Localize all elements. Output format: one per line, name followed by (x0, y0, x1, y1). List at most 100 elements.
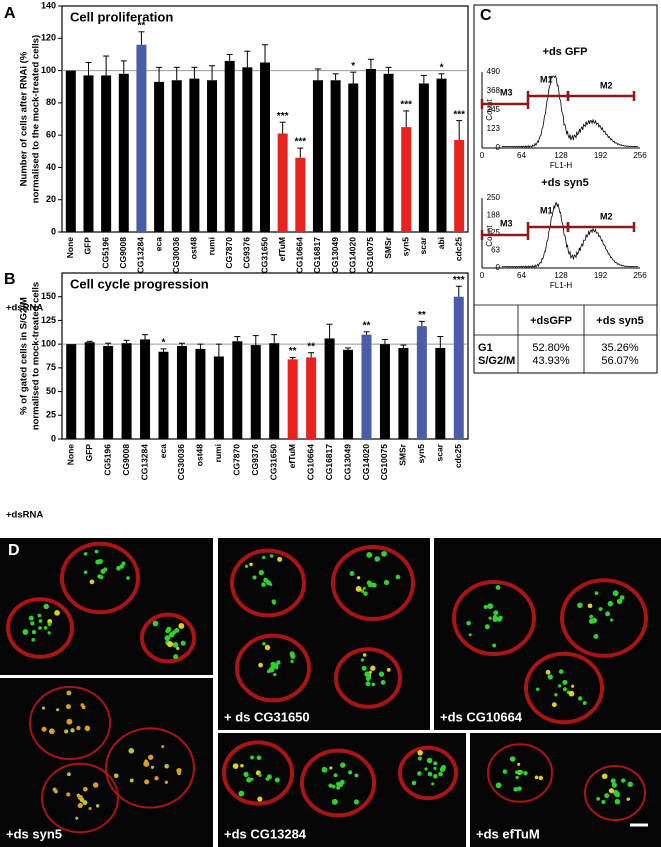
vesicle (354, 773, 359, 778)
bar (435, 347, 446, 439)
vesicle (174, 627, 180, 633)
vesicle (275, 666, 279, 670)
x-tick-label: CG7870 (232, 444, 242, 476)
x-tick-label: syn5 (416, 444, 426, 464)
y-axis-label: Number of cells after RNAi (% (19, 51, 30, 186)
y-tick-label: 75 (46, 362, 56, 372)
x-tick-label: rumi (213, 444, 223, 462)
bar (330, 80, 341, 232)
x-tick-label: CG14020 (361, 444, 371, 481)
table-cell: G1 (478, 342, 493, 354)
micrograph (470, 733, 661, 847)
vesicle (492, 643, 497, 648)
vesicle (47, 631, 51, 635)
vesicle (271, 599, 276, 604)
vesicle (269, 554, 274, 558)
cell-membrane (235, 633, 311, 703)
vesicle (614, 798, 621, 805)
vesicle (99, 575, 104, 580)
histogram-title: +ds syn5 (541, 177, 588, 189)
vesicle (161, 745, 165, 749)
x-tick-label: 0 (480, 151, 485, 160)
bar (306, 357, 317, 439)
image-label: +ds efTuM (476, 826, 540, 841)
vesicle (274, 777, 280, 783)
vesicle (610, 778, 616, 784)
y-axis-label: Count (485, 99, 494, 121)
bar (418, 83, 429, 232)
vesicle (349, 571, 355, 576)
vesicle (424, 767, 428, 771)
vesicle (547, 674, 553, 680)
bar (121, 343, 132, 439)
vesicle (616, 598, 623, 605)
micrograph-bg (218, 538, 430, 730)
x-tick-label: None (65, 237, 75, 259)
chart-title: Cell cycle progression (70, 276, 209, 291)
bar (343, 349, 354, 439)
vesicle (336, 781, 341, 787)
vesicle (339, 779, 345, 785)
vesicle (517, 762, 521, 766)
vesicle (67, 772, 71, 777)
y-tick-label: 188 (487, 211, 501, 220)
vesicle (347, 770, 353, 775)
vesicle (246, 777, 252, 783)
y-axis-label: normalised to the mock-treated cells) (31, 35, 42, 203)
bar (83, 75, 94, 233)
table-cell: 43.93% (532, 355, 570, 367)
vesicle (88, 807, 92, 811)
cell-membrane (331, 545, 415, 621)
gate-label: M1 (540, 205, 553, 215)
cell-membrane (222, 740, 294, 806)
vesicle (83, 552, 88, 556)
vesicle (270, 661, 276, 667)
significance-label: * (162, 338, 166, 349)
gate-label: M1 (540, 74, 553, 84)
x-axis-label: +dsRNA (6, 303, 43, 314)
x-axis-label: FL1-H (550, 281, 572, 290)
x-tick-label: syn5 (400, 237, 410, 257)
vesicle (598, 607, 603, 612)
vesicle (48, 728, 55, 735)
x-tick-label: CG9008 (121, 444, 131, 476)
bar (383, 73, 394, 232)
bar (207, 80, 218, 232)
bar (453, 296, 464, 439)
bar (103, 346, 114, 439)
x-tick-label: CG13049 (342, 444, 352, 481)
vesicle (75, 816, 79, 820)
x-tick-label: 0 (480, 271, 485, 280)
vesicle (545, 669, 551, 675)
vesicle (601, 773, 608, 780)
vesicle (89, 579, 95, 585)
y-tick-label: 140 (41, 0, 56, 10)
vesicle (518, 769, 524, 775)
vesicle (328, 783, 333, 788)
vesicle (83, 570, 88, 575)
significance-label: *** (453, 109, 465, 120)
vesicle (371, 682, 376, 687)
micrograph-bg (434, 538, 661, 730)
significance-label: * (440, 62, 444, 73)
bar (242, 67, 253, 232)
x-tick-label: CG13284 (136, 237, 146, 274)
vesicle (28, 615, 34, 621)
vesicle (116, 565, 121, 571)
x-tick-label: ost48 (195, 444, 205, 466)
bar (454, 139, 465, 232)
cell-membrane (487, 743, 553, 803)
vesicle (103, 567, 108, 572)
vesicle (269, 582, 273, 587)
bar (260, 62, 270, 232)
x-tick-label: eca (153, 237, 163, 251)
vesicle (468, 633, 472, 637)
cell-membrane (230, 548, 306, 618)
table-header: +ds syn5 (596, 315, 643, 327)
vesicle (76, 725, 81, 731)
y-tick-label: 80 (46, 97, 56, 107)
cell-membrane (560, 578, 648, 658)
bar (224, 60, 235, 233)
vesicle (176, 646, 180, 651)
vesicle (258, 773, 262, 777)
